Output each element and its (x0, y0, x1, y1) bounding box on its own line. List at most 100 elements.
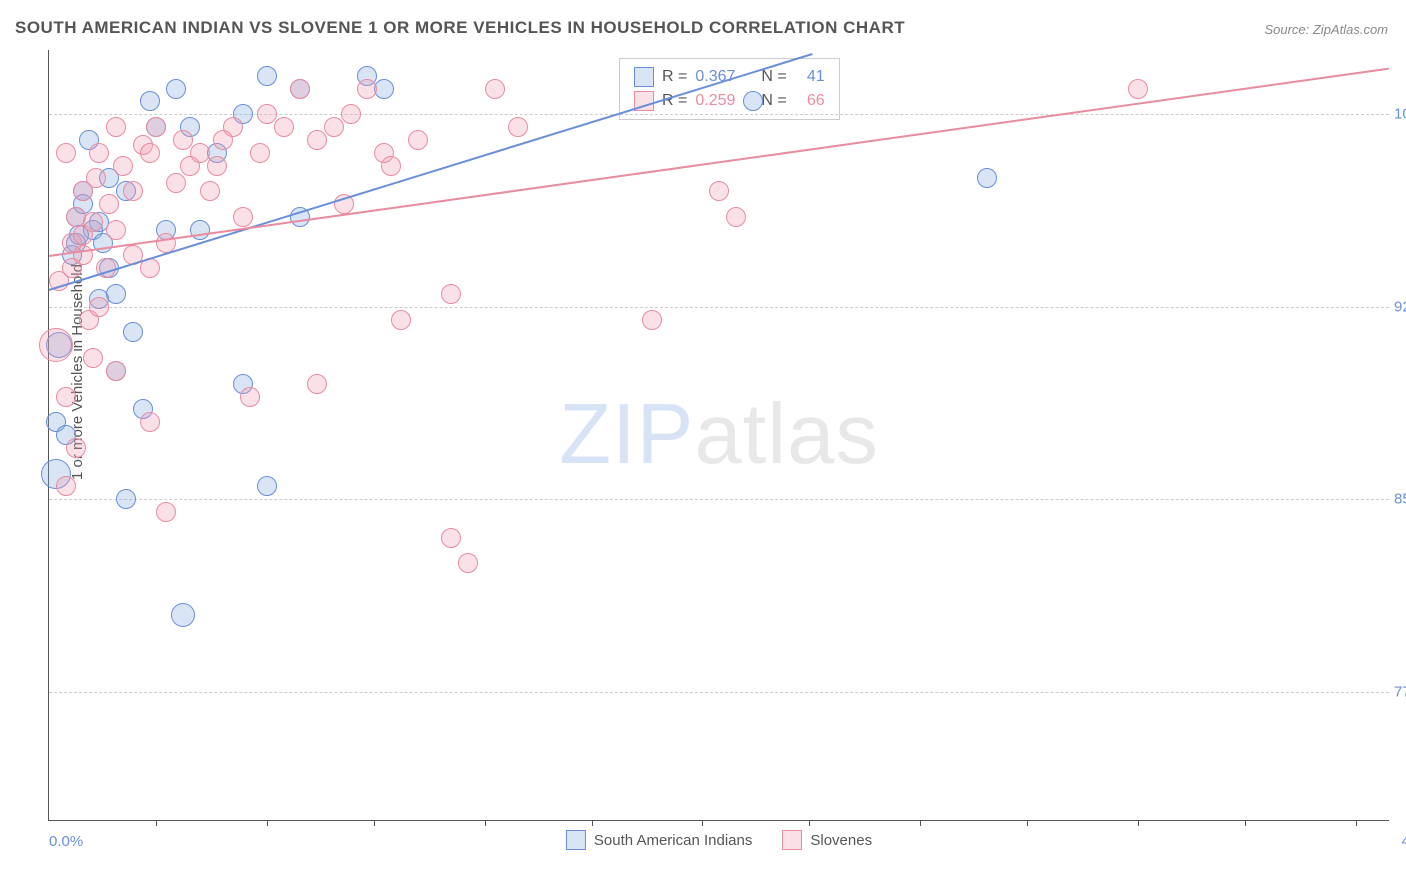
legend-stats: R =0.367N =41R =0.259N =66 (619, 58, 840, 120)
scatter-point (66, 438, 86, 458)
scatter-point (106, 117, 126, 137)
scatter-point (977, 168, 997, 188)
scatter-point (39, 328, 73, 362)
scatter-point (207, 156, 227, 176)
watermark: ZIPatlas (559, 386, 879, 484)
scatter-point (223, 117, 243, 137)
scatter-point (307, 374, 327, 394)
legend-item: South American Indians (566, 830, 752, 850)
y-tick-label: 77.5% (1394, 683, 1406, 700)
scatter-point (257, 66, 277, 86)
scatter-point (99, 194, 119, 214)
scatter-point (381, 156, 401, 176)
x-tick (702, 820, 703, 826)
legend-item: Slovenes (782, 830, 872, 850)
scatter-point (156, 502, 176, 522)
scatter-point (83, 348, 103, 368)
scatter-point (140, 412, 160, 432)
y-tick-label: 100.0% (1394, 106, 1406, 123)
x-tick (485, 820, 486, 826)
scatter-point (140, 143, 160, 163)
legend-n-value: 41 (795, 68, 825, 86)
x-tick (1138, 820, 1139, 826)
scatter-point (357, 79, 377, 99)
legend-n-label: N = (761, 92, 786, 110)
x-tick (1356, 820, 1357, 826)
legend-swatch (566, 830, 586, 850)
legend-n-label: N = (761, 68, 786, 86)
scatter-point (146, 117, 166, 137)
scatter-point (83, 212, 103, 232)
legend-label: South American Indians (594, 832, 752, 849)
scatter-point (274, 117, 294, 137)
scatter-point (113, 156, 133, 176)
scatter-point (250, 143, 270, 163)
scatter-point (106, 220, 126, 240)
x-tick-left: 0.0% (49, 833, 83, 850)
scatter-point (458, 553, 478, 573)
gridline (49, 499, 1389, 500)
legend-swatch (782, 830, 802, 850)
scatter-point (324, 117, 344, 137)
scatter-point (190, 143, 210, 163)
scatter-point (116, 489, 136, 509)
legend-r-label: R = (662, 68, 687, 86)
legend-n-value: 66 (795, 92, 825, 110)
scatter-point (200, 181, 220, 201)
scatter-point (56, 143, 76, 163)
scatter-point (257, 476, 277, 496)
scatter-point (123, 322, 143, 342)
legend-series: South American Indians Slovenes (566, 830, 872, 850)
x-tick (374, 820, 375, 826)
legend-stat-row: R = 0.367 N = 41 (634, 65, 825, 89)
legend-r-value: 0.367 (695, 68, 753, 86)
scatter-point (441, 284, 461, 304)
plot-area: ZIPatlas 1 or more Vehicles in Household… (48, 50, 1389, 821)
x-tick (920, 820, 921, 826)
x-tick (267, 820, 268, 826)
x-tick (1245, 820, 1246, 826)
scatter-point (290, 79, 310, 99)
scatter-point (89, 297, 109, 317)
x-tick (809, 820, 810, 826)
scatter-point (166, 79, 186, 99)
watermark-atlas: atlas (694, 387, 879, 482)
legend-label: Slovenes (810, 832, 872, 849)
scatter-point (89, 143, 109, 163)
scatter-point (743, 91, 763, 111)
scatter-point (86, 168, 106, 188)
chart-title: SOUTH AMERICAN INDIAN VS SLOVENE 1 OR MO… (15, 18, 905, 38)
scatter-point (257, 104, 277, 124)
trend-line (49, 53, 813, 291)
gridline (49, 307, 1389, 308)
scatter-point (1128, 79, 1148, 99)
scatter-point (709, 181, 729, 201)
y-tick-label: 92.5% (1394, 298, 1406, 315)
scatter-point (726, 207, 746, 227)
scatter-point (485, 79, 505, 99)
scatter-point (233, 207, 253, 227)
x-tick (156, 820, 157, 826)
scatter-point (166, 173, 186, 193)
scatter-point (307, 130, 327, 150)
scatter-point (106, 284, 126, 304)
scatter-point (508, 117, 528, 137)
x-tick-right: 40.0% (1401, 833, 1406, 850)
scatter-point (240, 387, 260, 407)
scatter-point (341, 104, 361, 124)
gridline (49, 692, 1389, 693)
scatter-point (140, 91, 160, 111)
scatter-point (171, 603, 195, 627)
scatter-point (56, 387, 76, 407)
x-tick (592, 820, 593, 826)
watermark-zip: ZIP (559, 387, 694, 482)
legend-swatch (634, 67, 654, 87)
source-label: Source: ZipAtlas.com (1264, 22, 1388, 37)
scatter-point (123, 181, 143, 201)
scatter-point (106, 361, 126, 381)
scatter-point (441, 528, 461, 548)
x-tick (1027, 820, 1028, 826)
scatter-point (56, 476, 76, 496)
y-tick-label: 85.0% (1394, 491, 1406, 508)
scatter-point (642, 310, 662, 330)
